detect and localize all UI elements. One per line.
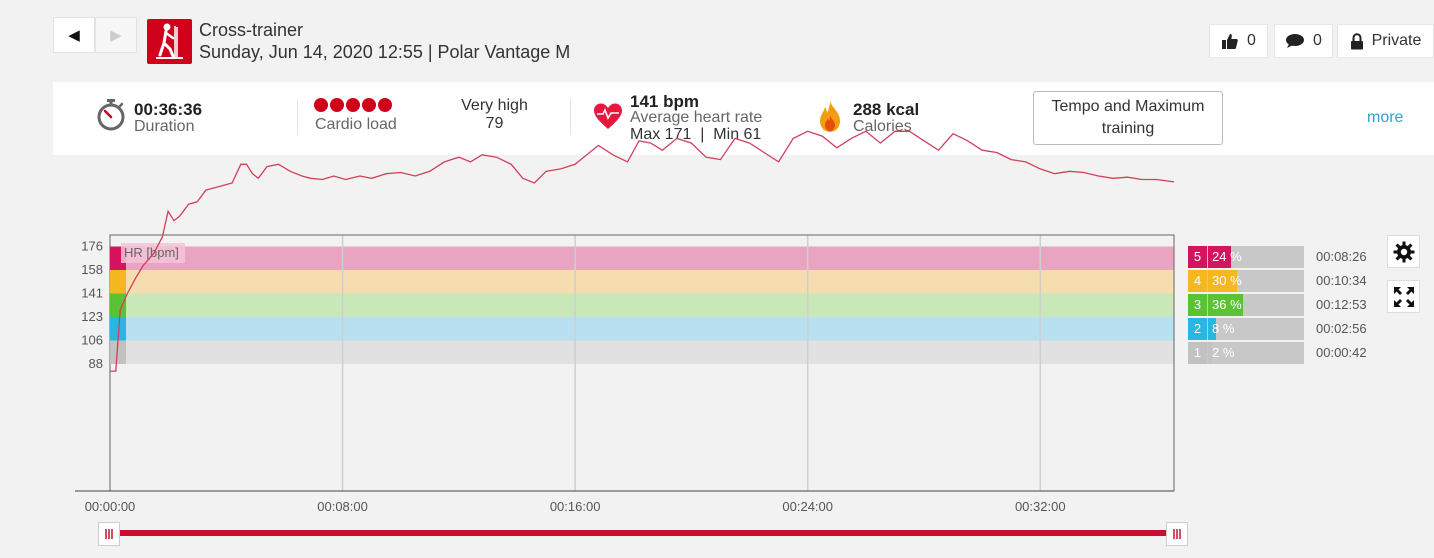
hr-zone-swatch-2 xyxy=(110,317,126,341)
divider xyxy=(297,99,298,135)
zone-number: 5 xyxy=(1188,246,1207,268)
zone-percent: 8 % xyxy=(1212,321,1235,336)
divider xyxy=(570,99,571,135)
x-tick-label: 00:24:00 xyxy=(782,499,833,514)
duration-value: 00:36:36 xyxy=(134,100,203,119)
flame-icon xyxy=(820,101,840,132)
cardio-load-dot xyxy=(314,98,328,112)
zone-number: 1 xyxy=(1188,342,1207,364)
cardio-load-value: 79 xyxy=(485,115,504,132)
series-label: HR [bpm] xyxy=(124,245,179,260)
zone-percent-bar xyxy=(1208,318,1216,340)
x-tick-label: 00:32:00 xyxy=(1015,499,1066,514)
zone-summary-row: 4 30 % xyxy=(1188,270,1304,292)
grip-icon xyxy=(1173,529,1181,539)
training-benefit-button[interactable]: Tempo and Maximum training xyxy=(1033,91,1223,145)
zone-percent-bar xyxy=(1208,294,1243,316)
y-tick-label: 123 xyxy=(81,309,103,324)
comment-count: 0 xyxy=(1313,32,1322,49)
zone-summary-row: 2 8 % xyxy=(1188,318,1304,340)
zone-percent-bar xyxy=(1208,270,1237,292)
forward-button[interactable]: ▶ xyxy=(95,17,137,53)
cardio-load-label: Cardio load xyxy=(315,116,397,133)
training-benefit-text: Tempo and Maximum training xyxy=(1051,98,1205,137)
zone-time: 00:08:26 xyxy=(1316,249,1367,264)
hr-zone-band-2 xyxy=(110,317,1174,341)
more-link[interactable]: more xyxy=(1367,109,1404,126)
forward-icon: ▶ xyxy=(110,27,122,44)
average-hr-label: Average heart rate xyxy=(630,109,763,126)
navigation-buttons: ◀ ▶ xyxy=(53,17,138,53)
session-subtitle: Sunday, Jun 14, 2020 12:55 | Polar Vanta… xyxy=(199,42,571,62)
cardio-load-dot xyxy=(346,98,360,112)
y-tick-label: 88 xyxy=(89,356,103,371)
zone-percent-bar xyxy=(1208,246,1232,268)
stopwatch-icon xyxy=(97,99,125,131)
chart-settings-button[interactable] xyxy=(1387,235,1420,268)
zone-percent: 30 % xyxy=(1212,273,1242,288)
y-tick-label: 176 xyxy=(81,239,103,254)
zone-summary-row: 3 36 % xyxy=(1188,294,1304,316)
page-title: Cross-trainer xyxy=(199,20,304,40)
heart-icon xyxy=(594,103,622,129)
range-start-handle[interactable] xyxy=(98,522,120,546)
comments-button[interactable]: 0 xyxy=(1274,24,1333,58)
zone-percent-bar xyxy=(1208,342,1212,364)
zone-percent: 2 % xyxy=(1212,345,1235,360)
zone-time: 00:10:34 xyxy=(1316,273,1367,288)
like-count: 0 xyxy=(1247,32,1256,49)
back-icon: ◀ xyxy=(68,27,80,44)
x-tick-label: 00:16:00 xyxy=(550,499,601,514)
range-end-handle[interactable] xyxy=(1166,522,1188,546)
y-tick-label: 158 xyxy=(81,262,103,277)
zone-number: 2 xyxy=(1188,318,1207,340)
hr-zone-band-1 xyxy=(110,340,1174,364)
average-hr-value: 141 bpm xyxy=(630,92,699,111)
thumbs-up-icon xyxy=(1222,34,1238,49)
cardio-load-dots xyxy=(314,98,394,114)
y-tick-label: 106 xyxy=(81,333,103,348)
series-label-bg xyxy=(121,243,185,263)
fullscreen-icon xyxy=(1393,286,1414,307)
privacy-label: Private xyxy=(1371,32,1422,49)
x-tick-label: 00:08:00 xyxy=(317,499,368,514)
hr-zone-swatch-4 xyxy=(110,270,126,294)
hr-zone-swatch-1 xyxy=(110,340,126,364)
hr-zone-band-3 xyxy=(110,293,1174,317)
hr-series-line xyxy=(110,130,1175,372)
hr-max-min: Max 171 | Min 61 xyxy=(630,126,762,143)
cardio-load-dot xyxy=(378,98,392,112)
back-button[interactable]: ◀ xyxy=(53,17,95,53)
calories-value: 288 kcal xyxy=(853,100,920,119)
zone-number: 3 xyxy=(1188,294,1207,316)
hr-zone-band-4 xyxy=(110,270,1174,294)
y-tick-label: 141 xyxy=(81,286,103,301)
like-button[interactable]: 0 xyxy=(1209,24,1268,58)
zone-summary-row: 1 2 % xyxy=(1188,342,1304,364)
zone-number: 4 xyxy=(1188,270,1207,292)
cardio-load-dot xyxy=(362,98,376,112)
duration-label: Duration xyxy=(134,118,195,135)
gear-icon xyxy=(1393,241,1414,262)
lock-icon xyxy=(1350,32,1363,49)
zone-percent: 24 % xyxy=(1212,249,1242,264)
privacy-button[interactable]: Private xyxy=(1337,24,1434,58)
cardio-load-level: Very high xyxy=(461,97,528,114)
hr-zone-band-5 xyxy=(110,246,1174,270)
zone-summary-row: 5 24 % xyxy=(1188,246,1304,268)
summary-bar: 00:36:36 Duration Cardio load Very high … xyxy=(53,82,1434,155)
zone-time: 00:02:56 xyxy=(1316,321,1367,336)
zone-time: 00:12:53 xyxy=(1316,297,1367,312)
cross-trainer-icon xyxy=(147,19,192,64)
hr-zone-swatch-3 xyxy=(110,293,126,317)
x-tick-label: 00:00:00 xyxy=(85,499,136,514)
cardio-load-dot xyxy=(330,98,344,112)
zone-time: 00:00:42 xyxy=(1316,345,1367,360)
fullscreen-button[interactable] xyxy=(1387,280,1420,313)
grip-icon xyxy=(105,529,113,539)
comment-icon xyxy=(1286,34,1305,48)
zone-percent: 36 % xyxy=(1212,297,1242,312)
